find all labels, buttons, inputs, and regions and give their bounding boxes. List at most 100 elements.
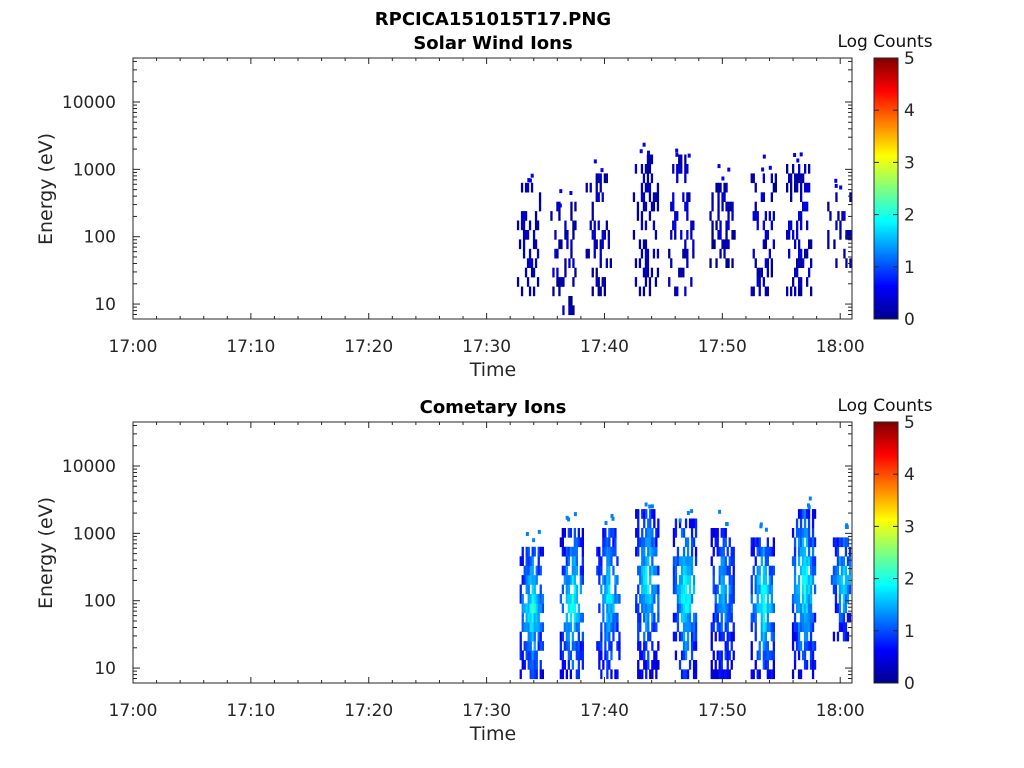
spectrogram-cell [530,173,534,178]
spectrogram-cell [680,267,683,278]
spectrogram-cell [719,230,722,240]
spectrogram-cell [768,248,771,259]
spectrogram-cell [528,178,532,183]
spectrogram-cell [714,603,717,614]
spectrogram-cell [598,660,601,670]
spectrogram-cell [766,584,769,595]
spectrogram-cell [567,622,570,632]
y-axis-label: Energy (eV) [35,133,57,245]
spectrogram-cell [524,182,528,193]
spectrogram-cell [537,565,540,576]
colorbar [873,421,899,684]
spectrogram-cell [752,669,755,680]
spectrogram-cell [766,594,769,604]
spectrogram-cell [732,546,735,557]
spectrogram-cell [674,556,678,566]
spectrogram-cell [533,660,536,670]
spectrogram-cell [731,201,734,212]
spectrogram-cell [519,641,522,651]
spectrogram-cell [674,575,678,585]
spectrogram-cell [608,556,611,566]
spectrogram-cell [716,528,719,538]
spectrogram-cell [571,556,574,566]
spectrogram-cell [768,622,771,632]
spectrogram-cell [719,248,722,259]
spectrogram-cell [760,612,763,623]
spectrogram-cell [535,594,538,604]
spectrogram-cell [539,565,542,576]
spectrogram-cell [637,612,640,623]
spectrogram-cell [834,546,838,557]
spectrogram-cell [690,230,693,240]
spectrogram-cell [643,565,646,576]
spectrogram-cell [642,267,646,278]
spectrogram-cell [531,575,534,585]
spectrogram-cell [523,603,526,614]
spectrogram-cell [750,650,753,661]
spectrogram-cell [572,305,575,316]
spectrogram-cell [597,277,600,287]
spectrogram-cell [537,622,540,632]
spectrogram-cell [709,211,712,221]
spectrogram-cell [839,220,842,231]
spectrogram-cell [694,612,698,623]
spectrogram-cell [533,641,536,651]
spectrogram-cell [803,556,807,566]
spectrogram-cell [682,565,686,576]
spectrogram-cell [811,546,815,557]
spectrogram-cell [692,622,696,632]
spectrogram-cell [686,511,690,515]
spectrogram-cell [750,594,753,604]
spectrogram-cell [606,612,609,623]
spectrogram-cell [692,248,695,259]
spectrogram-cell [655,669,658,680]
spectrogram-cell [813,537,817,548]
spectrogram-cell [581,575,584,585]
spectrogram-cell [844,537,848,548]
spectrogram-cell [791,603,795,614]
spectrogram-cell [598,603,601,614]
spectrogram-cell [722,537,725,548]
spectrogram-cell [541,594,544,604]
spectrogram-cell [642,173,646,184]
spectrogram-cell [754,660,757,670]
spectrogram-cell [528,286,532,297]
spectrogram-cell [539,603,542,614]
spectrogram-cell [608,631,611,642]
spectrogram-cell [577,641,580,651]
spectrogram-cell [727,167,731,172]
x-tick-label: 17:30 [462,337,511,357]
spectrogram-cell [813,565,817,576]
spectrogram-cell [750,669,753,680]
spectrogram-cell [809,575,813,585]
spectrogram-cell [649,509,652,519]
colorbar-tick-label: 2 [904,206,915,226]
spectrogram-cell [579,565,582,576]
spectrogram-cell [649,565,652,576]
spectrogram-cell [606,594,609,604]
spectrogram-cell [538,192,542,202]
spectrogram-cell [682,267,685,278]
spectrogram-cell [840,556,844,566]
spectrogram-cell [716,622,719,632]
spectrogram-cell [811,622,815,632]
spectrogram-cell [797,528,801,538]
spectrogram-cell [536,277,540,287]
spectrogram-cell [680,565,684,576]
spectrogram-cell [809,612,813,623]
spectrogram-cell [724,565,727,576]
spectrogram-cell [803,575,807,585]
spectrogram-cell [612,631,615,642]
spectrogram-cell [610,528,613,538]
spectrogram-cell [603,286,606,297]
spectrogram-cell [607,239,610,250]
spectrogram-cell [770,267,773,278]
spectrogram-cell [606,650,609,661]
spectrogram-cell [531,631,534,642]
spectrogram-cell [803,650,807,661]
spectrogram-cell [531,622,534,632]
spectrogram-cell [709,258,712,268]
spectrogram-cell [527,556,530,566]
spectrogram-cell [639,565,642,576]
